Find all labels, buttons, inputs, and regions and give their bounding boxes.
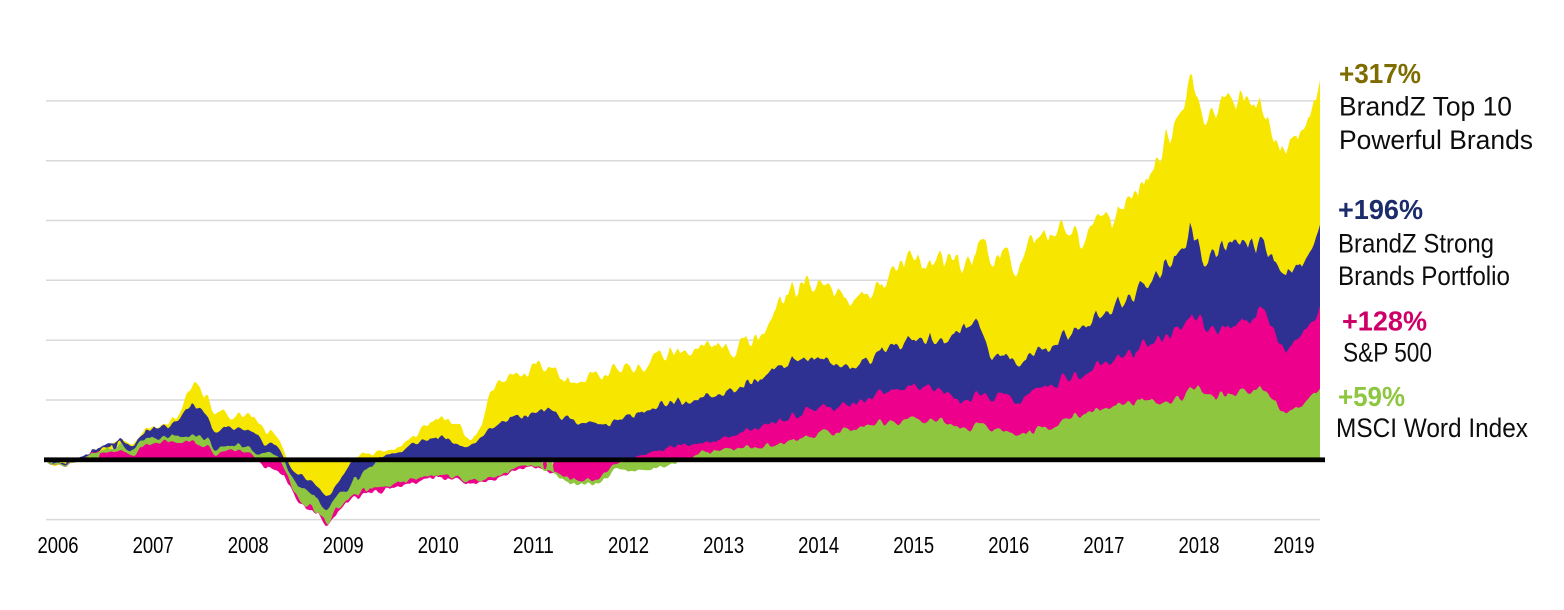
svg-text:2007: 2007 bbox=[133, 532, 174, 558]
svg-text:2017: 2017 bbox=[1083, 532, 1124, 558]
svg-text:Powerful Brands: Powerful Brands bbox=[1339, 125, 1533, 155]
svg-text:2008: 2008 bbox=[228, 532, 269, 558]
svg-text:2014: 2014 bbox=[798, 532, 839, 558]
svg-text:Brands Portfolio: Brands Portfolio bbox=[1338, 261, 1510, 291]
svg-text:2011: 2011 bbox=[513, 532, 554, 558]
svg-text:2009: 2009 bbox=[323, 532, 364, 558]
svg-text:MSCI Word Index: MSCI Word Index bbox=[1336, 413, 1528, 443]
svg-text:2012: 2012 bbox=[608, 532, 649, 558]
svg-text:2018: 2018 bbox=[1179, 532, 1220, 558]
svg-text:+196%: +196% bbox=[1338, 194, 1423, 225]
svg-text:+59%: +59% bbox=[1338, 381, 1405, 412]
svg-text:2019: 2019 bbox=[1274, 532, 1315, 558]
svg-text:2015: 2015 bbox=[893, 532, 934, 558]
svg-text:2016: 2016 bbox=[988, 532, 1029, 558]
svg-text:BrandZ Top 10: BrandZ Top 10 bbox=[1339, 92, 1512, 122]
svg-text:+317%: +317% bbox=[1339, 58, 1421, 89]
svg-text:S&P 500: S&P 500 bbox=[1343, 338, 1432, 368]
svg-text:2013: 2013 bbox=[703, 532, 744, 558]
svg-text:BrandZ Strong: BrandZ Strong bbox=[1338, 229, 1494, 259]
svg-text:2006: 2006 bbox=[38, 532, 79, 558]
svg-text:2010: 2010 bbox=[418, 532, 459, 558]
svg-text:+128%: +128% bbox=[1342, 306, 1427, 337]
